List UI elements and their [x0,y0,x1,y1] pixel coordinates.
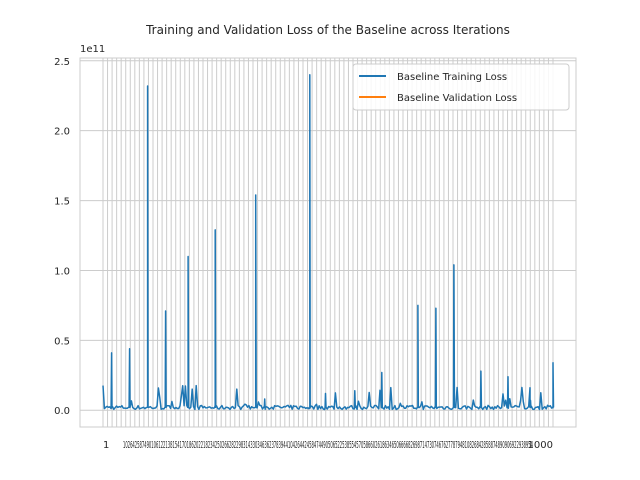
y-tick-label: 0.5 [54,336,70,347]
legend-label-validation: Baseline Validation Loss [397,93,517,104]
plot-area [79,57,577,428]
x-tick-label: 1 [103,440,109,451]
y-tick-label: 1.0 [54,266,70,277]
x-tick-labels: 1 100010264258749010612213815417018620221… [103,440,553,451]
series-lines [102,74,555,411]
x-tick-labels-overlap: 1026425874901061221381541701862022182342… [123,440,533,451]
x-gridlines [102,58,554,427]
chart-title: Training and Validation Loss of the Base… [145,23,510,37]
y-tick-labels: 0.0 0.5 1.0 1.5 2.0 2.5 [54,57,70,417]
legend: Baseline Training Loss Baseline Validati… [352,63,570,111]
y-tick-label: 2.5 [54,57,70,68]
series-line-training [102,74,555,411]
y-tick-label: 2.0 [54,127,70,138]
x-tick-label: 1000 [528,440,553,451]
legend-box [352,63,570,111]
y-tick-label: 0.0 [54,406,70,417]
y-scale-note: 1e11 [80,44,105,55]
y-gridlines [80,60,576,411]
legend-label-training: Baseline Training Loss [397,72,507,83]
y-tick-label: 1.5 [54,197,70,208]
